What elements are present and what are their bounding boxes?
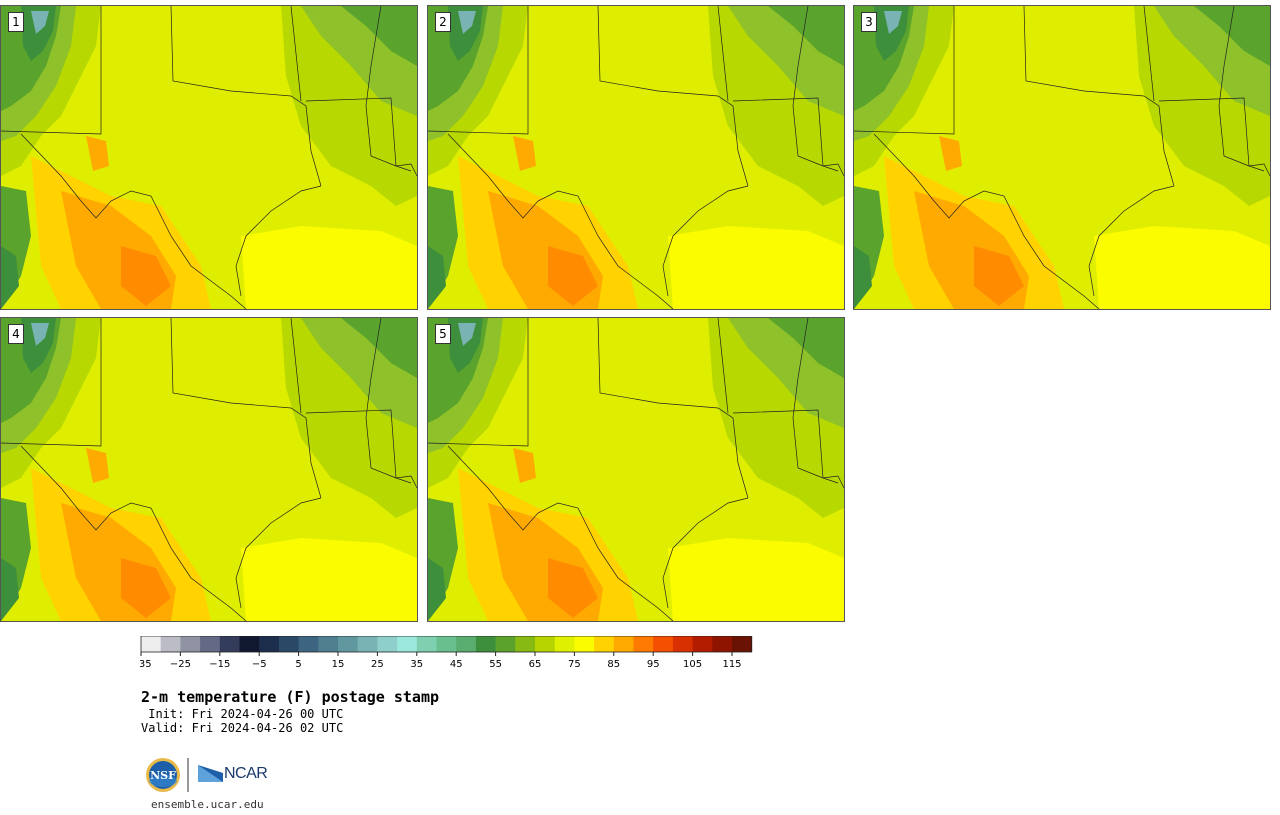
colorbar-swatch — [180, 636, 201, 652]
site-url: ensemble.ucar.edu — [151, 798, 264, 811]
nsf-logo-text: NSF — [150, 769, 176, 782]
colorbar-swatch — [338, 636, 359, 652]
panel-label: 3 — [861, 12, 877, 32]
colorbar-tick-label: 45 — [450, 659, 463, 670]
colorbar-swatch — [692, 636, 713, 652]
temperature-map — [854, 6, 1270, 309]
nsf-logo-icon: NSF — [146, 758, 180, 792]
colorbar-tick-label: −35 — [140, 659, 152, 670]
colorbar-tick-label: 15 — [332, 659, 345, 670]
colorbar-swatch — [141, 636, 162, 652]
colorbar-tick-label: 5 — [295, 659, 301, 670]
colorbar-swatch — [535, 636, 556, 652]
colorbar-swatch — [613, 636, 634, 652]
colorbar-tick-label: 55 — [489, 659, 502, 670]
colorbar-swatch — [436, 636, 457, 652]
colorbar-swatch — [298, 636, 319, 652]
colorbar-tick-label: −5 — [252, 659, 267, 670]
valid-time: Valid: Fri 2024-04-26 02 UTC — [141, 721, 344, 735]
colorbar: −35 −25 −15 −5 5 15 25 35 45 55 65 75 85 95 105 115 — [140, 636, 753, 670]
colorbar-tick-label: 65 — [529, 659, 542, 670]
panel-label: 2 — [435, 12, 451, 32]
map-panel-4[interactable]: 4 — [0, 317, 418, 622]
colorbar-swatch — [475, 636, 496, 652]
colorbar-tick-label: 25 — [371, 659, 384, 670]
colorbar-swatch — [200, 636, 221, 652]
panel-label: 5 — [435, 324, 451, 344]
colorbar-swatch — [594, 636, 615, 652]
temperature-map — [428, 318, 844, 621]
temperature-map — [1, 318, 417, 621]
colorbar-tick-label: 35 — [410, 659, 423, 670]
temperature-map — [428, 6, 844, 309]
colorbar-swatch — [633, 636, 654, 652]
logos: NSF — [146, 758, 223, 792]
colorbar-swatch — [278, 636, 299, 652]
colorbar-tick-label: 95 — [647, 659, 660, 670]
init-time: Init: Fri 2024-04-26 00 UTC — [141, 707, 344, 721]
colorbar-swatch — [318, 636, 339, 652]
colorbar-tick-label: 105 — [683, 659, 702, 670]
colorbar-swatch — [219, 636, 240, 652]
panel-label: 4 — [8, 324, 24, 344]
colorbar-swatch — [672, 636, 693, 652]
colorbar-swatch — [239, 636, 260, 652]
colorbar-tick-label: 115 — [722, 659, 741, 670]
colorbar-swatch — [416, 636, 437, 652]
map-panel-1[interactable]: 1 — [0, 5, 418, 310]
map-panel-5[interactable]: 5 — [427, 317, 845, 622]
colorbar-tick-label: −25 — [170, 659, 191, 670]
colorbar-swatch — [554, 636, 575, 652]
colorbar-tick-label: 85 — [607, 659, 620, 670]
colorbar-swatch — [732, 636, 753, 652]
page-title: 2-m temperature (F) postage stamp — [141, 688, 440, 706]
colorbar-swatch — [259, 636, 280, 652]
colorbar-swatch — [377, 636, 398, 652]
colorbar-swatch — [712, 636, 733, 652]
colorbar-tick-label: −15 — [209, 659, 230, 670]
colorbar-swatch — [357, 636, 378, 652]
colorbar-swatch — [160, 636, 181, 652]
colorbar-swatch — [574, 636, 595, 652]
ncar-logo-icon — [198, 765, 223, 782]
ncar-logo-text: NCAR — [224, 765, 268, 782]
colorbar-swatch — [495, 636, 516, 652]
colorbar-tick-label: 75 — [568, 659, 581, 670]
colorbar-swatch — [515, 636, 536, 652]
colorbar-swatch — [397, 636, 418, 652]
temperature-map — [1, 6, 417, 309]
map-panel-2[interactable]: 2 — [427, 5, 845, 310]
colorbar-swatch — [456, 636, 477, 652]
colorbar-swatch — [653, 636, 674, 652]
map-panel-3[interactable]: 3 — [853, 5, 1271, 310]
panel-label: 1 — [8, 12, 24, 32]
